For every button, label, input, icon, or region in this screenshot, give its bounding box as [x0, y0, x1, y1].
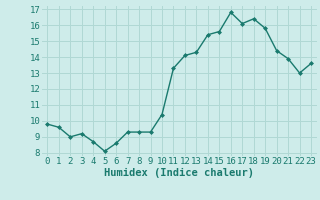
X-axis label: Humidex (Indice chaleur): Humidex (Indice chaleur) — [104, 168, 254, 178]
